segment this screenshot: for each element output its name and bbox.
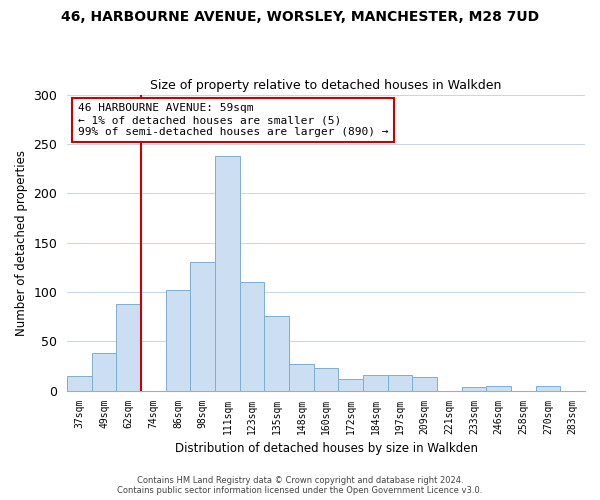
- Bar: [363, 375, 388, 391]
- Bar: [487, 386, 511, 391]
- Bar: [215, 156, 240, 391]
- Y-axis label: Number of detached properties: Number of detached properties: [15, 150, 28, 336]
- Bar: [338, 379, 363, 391]
- Bar: [166, 290, 190, 391]
- Bar: [92, 354, 116, 391]
- Bar: [536, 386, 560, 391]
- Bar: [289, 364, 314, 391]
- Bar: [190, 262, 215, 391]
- Bar: [240, 282, 265, 391]
- X-axis label: Distribution of detached houses by size in Walkden: Distribution of detached houses by size …: [175, 442, 478, 455]
- Text: 46 HARBOURNE AVENUE: 59sqm
← 1% of detached houses are smaller (5)
99% of semi-d: 46 HARBOURNE AVENUE: 59sqm ← 1% of detac…: [77, 104, 388, 136]
- Bar: [265, 316, 289, 391]
- Text: 46, HARBOURNE AVENUE, WORSLEY, MANCHESTER, M28 7UD: 46, HARBOURNE AVENUE, WORSLEY, MANCHESTE…: [61, 10, 539, 24]
- Text: Contains HM Land Registry data © Crown copyright and database right 2024.
Contai: Contains HM Land Registry data © Crown c…: [118, 476, 482, 495]
- Bar: [412, 377, 437, 391]
- Bar: [314, 368, 338, 391]
- Bar: [116, 304, 141, 391]
- Bar: [462, 387, 487, 391]
- Title: Size of property relative to detached houses in Walkden: Size of property relative to detached ho…: [151, 79, 502, 92]
- Bar: [388, 375, 412, 391]
- Bar: [67, 376, 92, 391]
